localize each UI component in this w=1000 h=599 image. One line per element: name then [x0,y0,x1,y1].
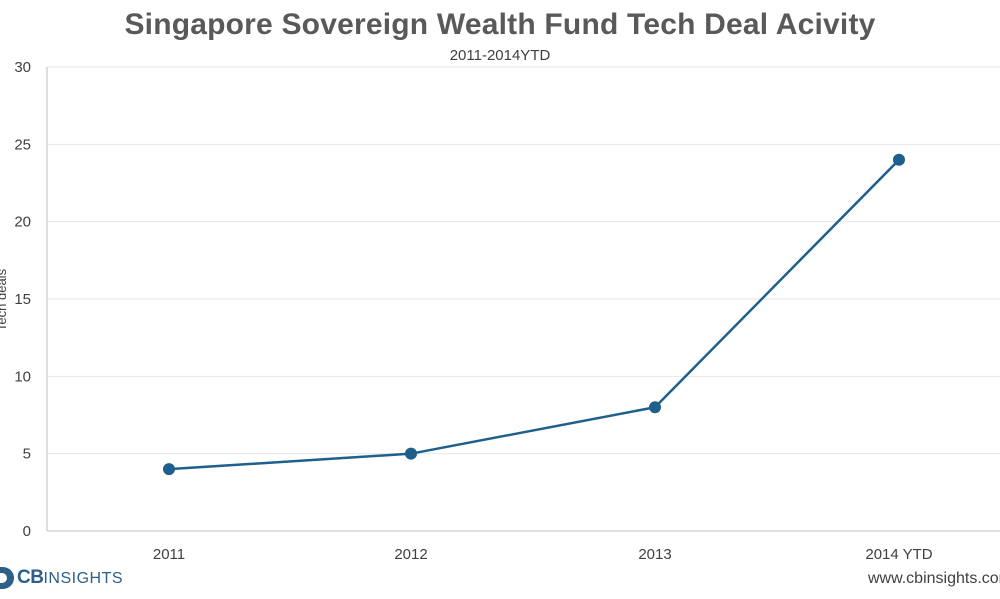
logo-main: CB [17,567,44,588]
y-tick-label: 20 [14,214,31,231]
logo-text: CBINSIGHTS [17,567,123,589]
y-tick-label: 30 [14,59,31,76]
series-line [168,158,900,471]
y-tick-labels: 0 5 10 15 20 25 30 [14,59,31,540]
x-tick-label: 2011 [153,546,185,563]
y-tick-label: 15 [14,291,31,308]
logo-secondary: INSIGHTS [43,570,124,587]
source-url: www.cbinsights.com [867,570,1000,587]
data-point [405,447,417,460]
axes [46,67,1000,532]
y-tick-label: 10 [14,368,31,385]
y-tick-label: 0 [23,523,31,540]
data-point [163,463,175,476]
data-point [649,401,661,414]
x-tick-label: 2012 [394,546,427,563]
y-axis-label: Tech deals [0,268,9,331]
logo-mark-icon [0,567,14,589]
cb-insights-logo: CBINSIGHTS [0,566,123,590]
x-tick-labels: 2011 2012 2013 2014 YTD [153,546,933,563]
chart-title: Singapore Sovereign Wealth Fund Tech Dea… [124,8,876,41]
chart-subtitle: 2011-2014YTD [449,47,551,64]
data-point [893,153,905,166]
grid-lines [47,66,1000,455]
y-tick-label: 25 [14,136,31,153]
series-group [163,153,905,476]
x-tick-label: 2014 YTD [865,546,932,563]
y-tick-label: 5 [23,446,31,463]
x-tick-label: 2013 [638,546,671,563]
